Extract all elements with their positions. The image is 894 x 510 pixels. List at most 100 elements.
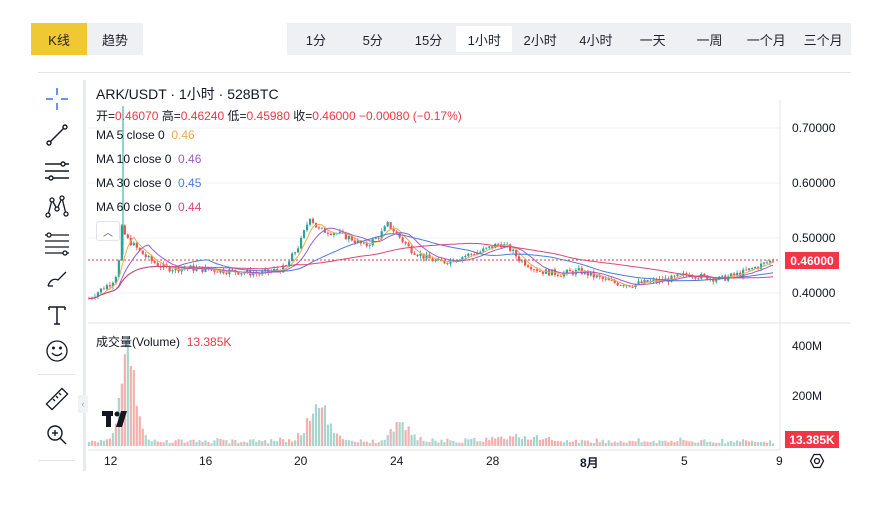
- candle-body: [580, 268, 583, 274]
- volume-bar: [365, 441, 368, 446]
- candle-body: [293, 252, 297, 254]
- candle-body: [135, 242, 138, 248]
- text-icon[interactable]: [38, 300, 76, 330]
- candle-body: [305, 224, 309, 231]
- volume-bar: [132, 369, 135, 446]
- interval-6[interactable]: 一天: [639, 32, 666, 48]
- settings-icon[interactable]: [809, 453, 825, 469]
- volume-bar: [135, 405, 138, 446]
- volume-bar: [299, 435, 303, 446]
- candle-body: [577, 268, 580, 270]
- candle-body: [132, 242, 135, 246]
- candle-body: [518, 256, 521, 262]
- volume-bar: [383, 439, 386, 446]
- volume-bar: [768, 440, 772, 446]
- candle-body: [108, 285, 112, 287]
- candle-body: [105, 285, 109, 290]
- candle-body: [535, 269, 539, 272]
- current-price-badge: 0.46000: [785, 252, 839, 269]
- volume-bar: [745, 440, 748, 446]
- candle-body: [383, 226, 386, 232]
- volume-bar: [126, 337, 129, 446]
- volume-bar: [407, 426, 410, 446]
- volume-bar: [694, 442, 697, 446]
- crosshair-icon[interactable]: [38, 84, 76, 114]
- volume-bar: [461, 442, 464, 446]
- toolbar-divider: [38, 374, 75, 375]
- legend-collapse-button[interactable]: ︿: [96, 221, 120, 241]
- interval-4[interactable]: 2小时: [523, 32, 557, 48]
- volume-bar: [521, 439, 524, 446]
- volume-bar: [398, 422, 401, 446]
- pattern-icon[interactable]: [38, 192, 76, 222]
- brush-icon[interactable]: [38, 264, 76, 294]
- toolbar-collapse-bar[interactable]: [83, 80, 86, 471]
- candle-body: [147, 255, 150, 258]
- candle-body: [114, 276, 117, 283]
- price-tick: 0.70000: [792, 121, 836, 135]
- volume-bar: [440, 439, 443, 446]
- zoom-in-icon[interactable]: [38, 420, 76, 450]
- horizontal-lines-icon[interactable]: [38, 156, 76, 186]
- volume-bar: [607, 440, 610, 446]
- interval-7[interactable]: 一周: [696, 32, 723, 48]
- volume-bar: [99, 439, 103, 446]
- volume-bar: [622, 442, 625, 446]
- ruler-icon[interactable]: [38, 384, 76, 414]
- volume-bar: [323, 405, 327, 446]
- candle-body: [329, 233, 333, 235]
- candle-body: [565, 269, 569, 273]
- candle-body: [652, 279, 655, 282]
- candle-body: [676, 274, 679, 277]
- volume-bar: [335, 433, 339, 446]
- volume-bar: [159, 441, 162, 446]
- volume-bar: [359, 439, 362, 446]
- candle-body: [353, 240, 356, 243]
- interval-2[interactable]: 15分: [414, 32, 443, 48]
- volume-bar: [195, 441, 198, 446]
- interval-9[interactable]: 三个月: [803, 32, 843, 48]
- candle-body: [523, 260, 527, 266]
- volume-bar: [419, 436, 422, 446]
- trend-line-icon[interactable]: [38, 120, 76, 150]
- ma-line: [88, 233, 774, 300]
- volume-bar: [431, 438, 434, 446]
- interval-3[interactable]: 1小时: [456, 26, 513, 52]
- volume-bar: [515, 433, 518, 446]
- volume-bar: [709, 441, 712, 446]
- candle-body: [730, 273, 733, 277]
- tab-trend[interactable]: 趋势: [87, 23, 143, 55]
- price-tick: 0.40000: [792, 286, 836, 300]
- candle-body: [413, 253, 416, 255]
- volume-bar: [392, 431, 395, 446]
- volume-bar: [240, 442, 243, 446]
- candle-body: [568, 269, 571, 272]
- volume-bar: [541, 439, 545, 446]
- interval-1[interactable]: 5分: [362, 32, 383, 48]
- volume-bar: [753, 441, 757, 446]
- volume-bar: [562, 442, 566, 446]
- candle-body: [595, 275, 598, 278]
- collapse-arrow-icon[interactable]: ‹: [78, 395, 88, 413]
- volume-bar: [216, 438, 219, 446]
- volume-bar: [610, 442, 613, 446]
- interval-8[interactable]: 一个月: [746, 32, 786, 48]
- candle-body: [246, 269, 249, 273]
- volume-bar: [401, 422, 404, 446]
- tab-kline[interactable]: K线: [31, 23, 87, 55]
- volume-bar: [706, 442, 709, 446]
- volume-bar: [613, 441, 616, 446]
- emoji-icon[interactable]: [38, 336, 76, 366]
- fib-icon[interactable]: [38, 228, 76, 258]
- volume-bar: [616, 442, 619, 446]
- candle-body: [488, 246, 491, 248]
- volume-bar: [356, 442, 359, 446]
- volume-bar: [219, 438, 222, 446]
- candle-body: [338, 231, 341, 234]
- volume-bar: [434, 440, 437, 446]
- interval-0[interactable]: 1分: [305, 32, 327, 48]
- interval-5[interactable]: 4小时: [579, 32, 613, 48]
- candle-body: [392, 228, 395, 232]
- volume-bar: [658, 440, 661, 446]
